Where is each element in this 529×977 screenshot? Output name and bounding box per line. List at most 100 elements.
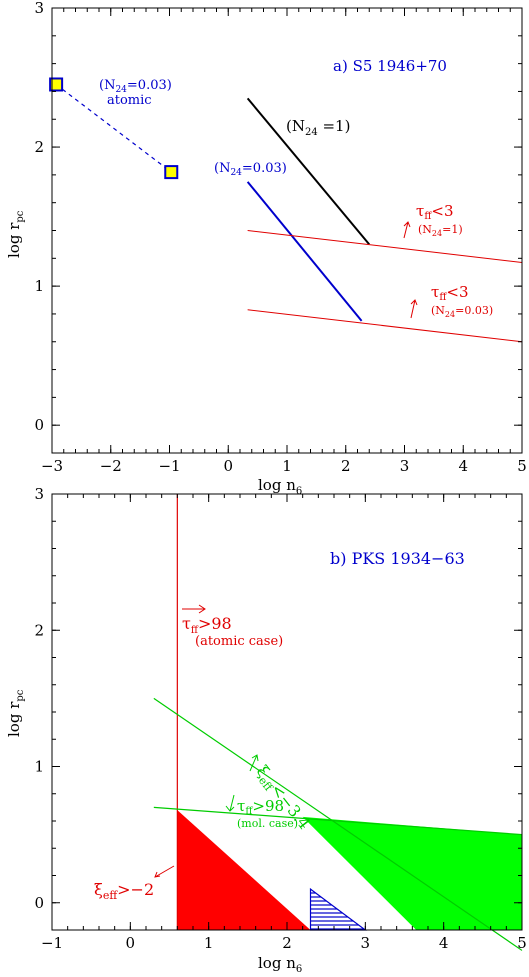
panel-b-xtick-label: 4 bbox=[439, 934, 449, 952]
panel-a-atomic-label-part: (N bbox=[99, 78, 115, 93]
panel-a-xlabel: log n6 bbox=[258, 476, 302, 497]
panel-a-atomic-label: (N24=0.03) bbox=[99, 78, 172, 95]
panel-b-xtick-label: 2 bbox=[282, 934, 292, 952]
panel-a-xtick-label: −2 bbox=[100, 457, 122, 475]
panel-a-xlabel-sub: 6 bbox=[296, 486, 302, 497]
panel-a-tau1-n24-part: (N bbox=[418, 223, 432, 236]
panel-b-tau-mol-tau: τ bbox=[237, 797, 245, 815]
panel-a-n24-1-label-end: =1) bbox=[318, 117, 351, 135]
panel-a-tau1-n24-end: =1) bbox=[442, 223, 463, 236]
panel-a-tau1-n24: (N24=1) bbox=[418, 223, 463, 238]
panel-b-ylabel-sub: pc bbox=[15, 689, 26, 701]
panel-b-tau-mol-sub: ff bbox=[245, 806, 253, 817]
panel-a-xtick-label: −1 bbox=[158, 457, 180, 475]
panel-b-xlabel: log n6 bbox=[258, 954, 302, 975]
panel-a-line-tau_n24_1 bbox=[247, 230, 523, 263]
panel-a-tau2-n24-sub: 24 bbox=[445, 310, 455, 319]
panel-a-xtick-label: 0 bbox=[223, 457, 233, 475]
panel-a-line-n24_003 bbox=[246, 181, 363, 322]
panel-b-xi2-sub: eff bbox=[103, 889, 119, 902]
panel-a-ylabel: log rpc bbox=[5, 210, 26, 258]
panel-a-xtick-label: 4 bbox=[458, 457, 468, 475]
panel-a-ticks: −3 −2 −1 0 1 2 3 4 5 0 1 2 3 bbox=[34, 0, 526, 475]
panel-b-plot-content bbox=[153, 494, 523, 951]
panel-b-xlabel-sub: 6 bbox=[296, 964, 302, 975]
panel-b-line-xi_eff_diag bbox=[153, 697, 523, 951]
panel-a-xtick-label: 5 bbox=[517, 457, 527, 475]
panel-a-n24-003-label: (N24=0.03) bbox=[214, 161, 287, 178]
panel-a-tau1-tau: τ bbox=[416, 202, 424, 220]
panel-a-ylabel-main: log r bbox=[5, 222, 23, 258]
panel-a-tau2-label: τff<3 bbox=[431, 283, 469, 303]
panel-a-tau2-sub: ff bbox=[439, 292, 447, 303]
panel-a-tau1-label: τff<3 bbox=[416, 202, 454, 222]
panel-a-tau2-n24: (N24=0.03) bbox=[431, 304, 493, 319]
panel-b-tau-mol-label: τff>98 bbox=[237, 797, 284, 817]
panel-b-tau-mol-arrow bbox=[225, 794, 235, 812]
panel-a-line-atomic bbox=[55, 84, 172, 173]
panel-b-xtick-label: −1 bbox=[41, 934, 63, 952]
panel-b-tau-mol-case: (mol. case) bbox=[237, 817, 298, 830]
panel-a-ytick-label: 1 bbox=[34, 277, 44, 295]
panel-b-xtick-label: 0 bbox=[126, 934, 136, 952]
panel-b-region-green_region bbox=[302, 816, 522, 930]
panel-a-tau2-n24-end: =0.03) bbox=[455, 304, 493, 317]
panel-a-tau1-arrow bbox=[403, 221, 411, 239]
panel-b-xtick-label: 5 bbox=[517, 934, 527, 952]
panel-b-ytick-label: 2 bbox=[34, 621, 44, 639]
panel-b-ylabel-main: log r bbox=[5, 701, 23, 737]
panel-b-xi34-arrow bbox=[249, 754, 259, 772]
panel-b-tau-atomic-sub: ff bbox=[191, 625, 199, 636]
panel-a-line-tau_n24_003 bbox=[247, 309, 523, 343]
panel-a-atomic-word: atomic bbox=[107, 93, 152, 108]
panel-b-ytick-label: 0 bbox=[34, 894, 44, 912]
panel-b-xi2-xi: ξ bbox=[94, 880, 103, 899]
panel-a-tau1-end: <3 bbox=[431, 202, 453, 220]
panel-a-xtick-label: −3 bbox=[41, 457, 63, 475]
panel-a-ytick-label: 0 bbox=[34, 416, 44, 434]
panel-a-xtick-label: 3 bbox=[400, 457, 410, 475]
panel-a-ylabel-sub: pc bbox=[15, 210, 26, 222]
panel-a-tau2-n24-part: (N bbox=[431, 304, 445, 317]
panel-b-xlabel-main: log n bbox=[258, 954, 296, 972]
panel-b-ytick-label: 1 bbox=[34, 758, 44, 776]
panel-b-tau-atomic-arrow bbox=[182, 604, 206, 614]
panel-a-atomic-label-sub: 24 bbox=[115, 85, 127, 95]
panel-b-ytick-label: 3 bbox=[34, 485, 44, 503]
panel-a-ytick-label: 2 bbox=[34, 138, 44, 156]
panel-a-n24-1-label-sub: 24 bbox=[305, 127, 318, 138]
panel-a-tau1-n24-sub: 24 bbox=[432, 229, 442, 238]
panel-b-xtick-label: 1 bbox=[204, 934, 214, 952]
panel-b-xtick-label: 3 bbox=[361, 934, 371, 952]
panel-a-xtick-label: 2 bbox=[341, 457, 351, 475]
panel-b-tau-atomic-end: >98 bbox=[198, 614, 232, 633]
panel-a-title: a) S5 1946+70 bbox=[333, 57, 447, 75]
panel-b-region-red_region bbox=[177, 810, 311, 930]
panel-a-tau2-arrow bbox=[410, 299, 418, 319]
panel-b-xi2-label: ξeff>−2 bbox=[94, 880, 154, 902]
panel-a-plot-content bbox=[49, 77, 523, 343]
panel-b-xi2-end: >−2 bbox=[117, 880, 154, 899]
panel-a-n24-003-label-part: (N bbox=[214, 161, 230, 176]
panel-a-ytick-label: 3 bbox=[34, 0, 44, 17]
panel-b-tau-atomic-case: (atomic case) bbox=[195, 634, 283, 649]
panel-b-tau-atomic-tau: τ bbox=[182, 614, 191, 633]
panel-b-ylabel: log rpc bbox=[5, 689, 26, 737]
panel-a-marker bbox=[49, 77, 64, 92]
panel-a-n24-1-label-part: (N bbox=[286, 117, 305, 135]
panel-b-line-tau_mol bbox=[153, 806, 523, 836]
panel-b-ticks: −1 0 1 2 3 4 5 0 1 2 3 bbox=[34, 485, 526, 952]
panel-a-n24-1-label: (N24 =1) bbox=[286, 117, 350, 138]
panel-a-n24-003-label-sub: 24 bbox=[230, 168, 242, 178]
panel-b-title: b) PKS 1934−63 bbox=[330, 549, 465, 568]
panel-b-xi2-arrow bbox=[154, 865, 175, 878]
panel-a-atomic-label-end: =0.03) bbox=[127, 78, 172, 93]
panel-a-n24-003-label-end: =0.03) bbox=[242, 161, 287, 176]
panel-a-tau1-sub: ff bbox=[424, 211, 432, 222]
panel-a-line-n24_1 bbox=[246, 97, 371, 246]
panel-a-xtick-label: 1 bbox=[282, 457, 292, 475]
panel-b-region-hatched_region bbox=[309, 887, 368, 931]
